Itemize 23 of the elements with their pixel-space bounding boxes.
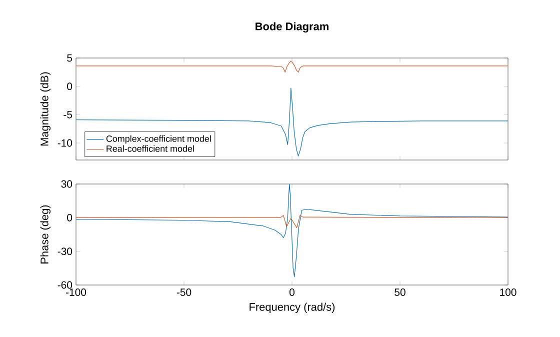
x-axis-title: Frequency (rad/s) [250, 302, 335, 313]
y-tick-label: -30 [58, 248, 72, 256]
y-axis-title: Phase (deg) [40, 205, 51, 264]
y-tick-label: 5 [67, 54, 72, 62]
y-tick-label: 0 [67, 82, 72, 90]
line-series [76, 88, 508, 156]
x-tick-label: 50 [394, 288, 406, 296]
line-series [76, 215, 508, 228]
x-tick-label: -100 [66, 288, 86, 296]
chart-title: Bode Diagram [256, 22, 328, 33]
x-tick-label: 0 [290, 288, 294, 296]
y-tick-label: 30 [61, 180, 72, 188]
legend-label: Real-coefficient model [106, 145, 194, 152]
line-series [76, 184, 508, 278]
y-tick-label: -5 [64, 111, 72, 118]
y-tick-label: -10 [58, 139, 72, 147]
legend-label: Complex-coefficient model [106, 135, 211, 144]
x-tick-label: 100 [500, 288, 516, 296]
x-tick-label: -50 [176, 288, 192, 296]
y-tick-label: 0 [67, 214, 72, 222]
y-axis-title: Magnitude (dB) [40, 72, 51, 146]
y-tick-label: -60 [58, 281, 72, 289]
line-series [76, 61, 508, 72]
